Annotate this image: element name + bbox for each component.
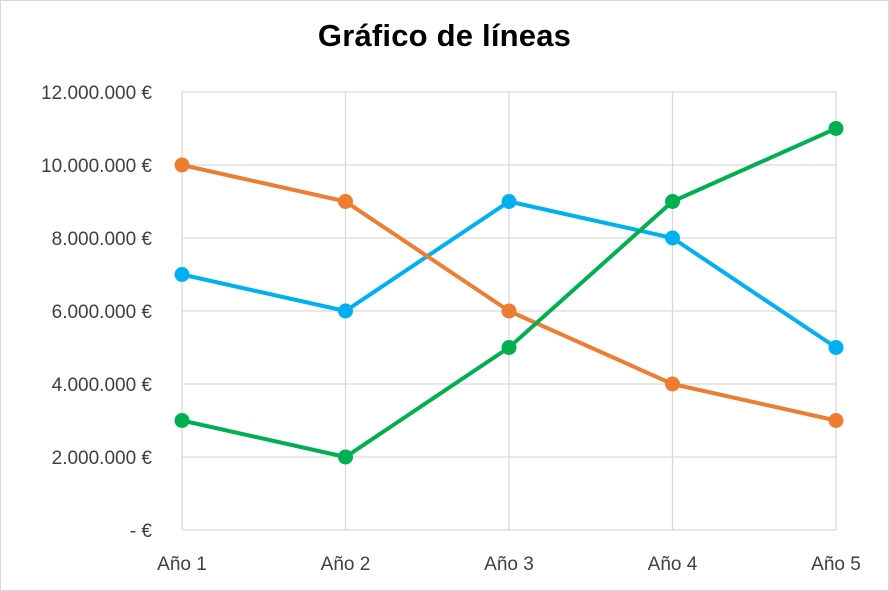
data-point-series-1 (338, 303, 353, 319)
data-point-series-2 (338, 194, 353, 209)
data-point-series-3 (828, 121, 844, 136)
x-tick-label: Año 3 (484, 554, 534, 575)
data-point-series-3 (174, 413, 190, 428)
data-point-series-1 (828, 340, 844, 355)
data-point-series-3 (501, 340, 517, 355)
data-point-series-3 (665, 194, 680, 209)
y-tick-label: 12.000.000 € (41, 83, 152, 104)
data-point-series-2 (501, 303, 517, 319)
data-point-series-2 (828, 413, 844, 428)
y-tick-label: - € (130, 521, 153, 542)
series-points (174, 121, 844, 465)
x-tick-label: Año 1 (157, 554, 207, 575)
x-tick-label: Año 4 (648, 554, 698, 575)
x-tick-label: Año 2 (321, 554, 371, 575)
gridlines (181, 91, 837, 531)
chart-title: Gráfico de líneas (317, 18, 572, 53)
y-tick-label: 8.000.000 € (52, 229, 153, 250)
x-tick-label: Año 5 (811, 554, 861, 575)
y-tick-label: 6.000.000 € (52, 302, 153, 323)
data-point-series-1 (501, 194, 517, 209)
data-point-series-1 (665, 230, 680, 246)
y-tick-label: 10.000.000 € (41, 156, 152, 177)
data-point-series-3 (338, 449, 353, 465)
data-point-series-2 (665, 376, 680, 392)
data-point-series-1 (174, 267, 190, 282)
y-tick-label: 2.000.000 € (52, 448, 153, 469)
data-point-series-2 (174, 157, 190, 173)
x-axis-tick-labels: Año 1 Año 2 Año 3 Año 4 Año 5 (157, 554, 861, 575)
y-tick-label: 4.000.000 € (52, 375, 153, 396)
y-axis-tick-labels: - € 2.000.000 € 4.000.000 € 6.000.000 € 8.00… (41, 83, 152, 542)
